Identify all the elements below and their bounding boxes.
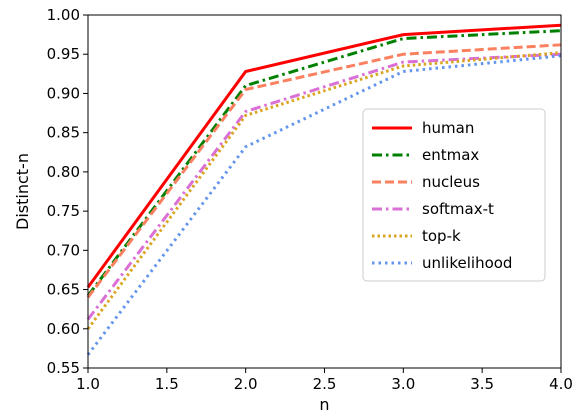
legend-label-human: human: [422, 119, 474, 137]
y-tick-label: 0.95: [47, 45, 80, 63]
legend: human entmax nucleus softmax-t top-k unlikeli…: [362, 108, 546, 282]
x-tick-label: 3.5: [470, 375, 494, 393]
series-line-top-k: [86, 51, 562, 330]
y-tick-label: 0.60: [47, 320, 80, 338]
y-tick-label: 1.00: [47, 6, 80, 24]
y-tick-label: 0.70: [47, 241, 80, 259]
y-tick-label: 0.65: [47, 281, 80, 299]
legend-box: [362, 108, 546, 282]
x-tick-label: 1.5: [155, 375, 179, 393]
y-tick-label: 0.75: [47, 202, 80, 220]
series-line-human: [86, 23, 562, 289]
y-tick-label: 0.80: [47, 163, 80, 181]
series-layer: [86, 23, 562, 356]
x-tick-label: 2.0: [234, 375, 258, 393]
series-line-unlikelihood: [86, 54, 562, 356]
y-tick-label: 0.90: [47, 84, 80, 102]
legend-label-top-k: top-k: [422, 227, 461, 245]
legend-label-softmax-t: softmax-t: [422, 200, 494, 218]
series-line-softmax-t: [86, 52, 562, 321]
series-line-entmax: [86, 29, 562, 297]
y-tick-label: 0.55: [47, 359, 80, 377]
legend-label-nucleus: nucleus: [422, 173, 480, 191]
x-tick-label: 3.0: [391, 375, 415, 393]
x-tick-label: 2.5: [313, 375, 337, 393]
series-line-nucleus: [86, 43, 562, 299]
x-tick-label: 1.0: [76, 375, 100, 393]
x-tick-label: 4.0: [549, 375, 573, 393]
legend-label-unlikelihood: unlikelihood: [422, 254, 512, 272]
y-axis-label: Distinct-n: [13, 153, 32, 230]
ticks-layer: 1.0 1.5 2.0 2.5 3.0 3.5 4.0 0.55 0.60 0.65 0.70 0.7…: [47, 6, 573, 393]
legend-label-entmax: entmax: [422, 146, 479, 164]
x-axis-label: n: [319, 395, 329, 414]
y-tick-label: 0.85: [47, 124, 80, 142]
